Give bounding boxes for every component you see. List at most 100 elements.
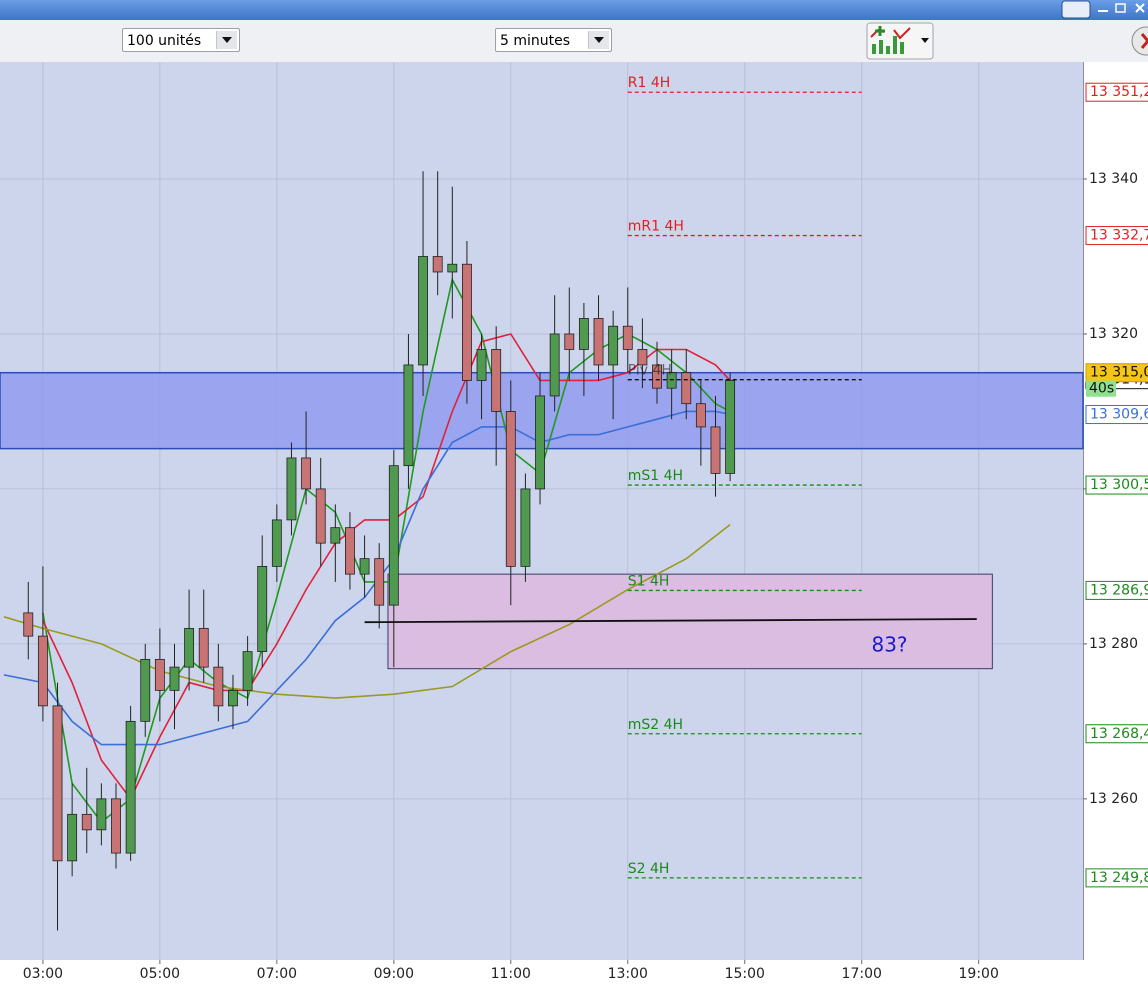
candle-body <box>37 635 48 707</box>
level-name: S1 4H <box>628 573 670 589</box>
x-tick-label: 09:00 <box>374 966 414 982</box>
level-name: mR1 4H <box>628 219 684 235</box>
x-tick-label: 07:00 <box>257 966 297 982</box>
x-tick-label: 11:00 <box>491 966 531 982</box>
candle-body <box>388 465 399 606</box>
candle-body <box>593 318 604 366</box>
candle-body <box>184 627 195 668</box>
candle-body <box>505 411 516 567</box>
candle-body <box>608 325 619 366</box>
candle-body <box>23 612 34 637</box>
countdown: 40s <box>1089 381 1114 397</box>
timeframe-value: 5 minutes <box>500 33 571 49</box>
restore-button[interactable] <box>1115 3 1126 13</box>
candle-body <box>637 349 648 366</box>
candle-body <box>228 689 238 707</box>
candle-body <box>330 527 341 544</box>
candle-body <box>111 798 121 854</box>
price-tag-box <box>1085 363 1148 383</box>
candle-body <box>140 658 151 722</box>
candle-body <box>213 666 224 707</box>
level-name: mS2 4H <box>628 717 683 733</box>
quantity-value: 100 unités <box>127 33 202 49</box>
candle-body <box>652 364 662 389</box>
candle-body <box>535 395 545 490</box>
x-tick-label: 19:00 <box>959 966 999 982</box>
level-name: Piv 4H <box>628 363 672 379</box>
level-name: R1 4H <box>628 75 671 91</box>
candle-body <box>447 263 458 273</box>
price-tag-box <box>1085 475 1148 495</box>
price-tag: 13 249,8 <box>1090 870 1148 886</box>
candle-body <box>154 658 165 691</box>
candle-body <box>374 558 385 606</box>
price-tag-box <box>1085 405 1148 425</box>
y-tick-label: 13 260 <box>1089 791 1138 807</box>
candle-body <box>418 256 428 366</box>
x-tick-label: 13:00 <box>608 966 648 982</box>
window-buttons <box>1061 0 1145 19</box>
candle-body <box>271 519 282 567</box>
level-name: S2 4H <box>628 861 670 877</box>
price-tag-box <box>1085 580 1148 600</box>
candle-body <box>725 380 736 474</box>
candle-body <box>257 565 268 653</box>
candle-body <box>198 627 209 668</box>
candle-body <box>81 813 92 831</box>
candle-body <box>695 403 706 428</box>
price-axis <box>1083 62 1148 985</box>
candle-body <box>52 705 63 862</box>
moving-average <box>3 523 731 699</box>
candle-body <box>622 325 633 350</box>
candle-body <box>578 318 589 350</box>
candle-body <box>476 349 487 381</box>
price-tag: 13 315,0 <box>1090 365 1148 381</box>
candle-body <box>461 263 472 381</box>
price-tag: 13 332,7 <box>1090 228 1148 244</box>
candle-body <box>432 256 443 273</box>
countdown-box <box>1086 380 1116 397</box>
candle-body <box>710 426 721 474</box>
price-tag: 13 309,6 <box>1090 407 1148 423</box>
candle-body <box>125 720 136 854</box>
level-name: mS1 4H <box>628 468 683 484</box>
candle-body <box>403 364 414 467</box>
indicator-button[interactable] <box>866 22 934 60</box>
plot-area <box>0 62 1083 960</box>
candle-body <box>359 558 370 575</box>
price-tag: 13 300,5 <box>1090 477 1148 493</box>
x-tick-label: 05:00 <box>140 966 180 982</box>
x-tick-label: 17:00 <box>842 966 882 982</box>
keyboard-button[interactable] <box>1061 0 1091 19</box>
candle-body <box>549 333 560 397</box>
x-tick-label: 15:00 <box>725 966 765 982</box>
price-tag: 13 268,4 <box>1090 726 1148 742</box>
toolbar: 100 unités 5 minutes <box>0 20 1148 63</box>
side-button[interactable] <box>1128 24 1148 58</box>
candle-body <box>169 666 180 691</box>
candle-body <box>345 527 355 575</box>
y-tick-label: 13 340 <box>1089 171 1138 187</box>
chart: 83? R1 4H mR1 4H Piv 4H mS1 4H S1 4H mS2 4H S2 … <box>0 62 1148 985</box>
candle-body <box>242 651 253 691</box>
trend-line <box>364 618 977 624</box>
price-tag: 13 286,9 <box>1090 582 1148 598</box>
candle-body <box>681 372 692 405</box>
y-tick-label: 13 320 <box>1089 326 1138 342</box>
quantity-select[interactable]: 100 unités <box>122 28 240 52</box>
candle-body <box>520 488 531 567</box>
candle-body <box>666 372 677 389</box>
close-button[interactable] <box>1135 3 1145 13</box>
y-tick-label: 13 280 <box>1089 636 1138 652</box>
candle-body <box>564 333 575 350</box>
candle-body <box>315 488 326 544</box>
candle-body <box>96 798 107 831</box>
timeframe-select[interactable]: 5 minutes <box>495 28 612 52</box>
candle-body <box>286 457 297 521</box>
time-axis <box>0 960 1083 985</box>
price-tag-box <box>1085 226 1148 246</box>
annotation: 83? <box>871 633 907 657</box>
title-bar <box>0 0 1148 20</box>
price-tag-box <box>1085 724 1148 744</box>
